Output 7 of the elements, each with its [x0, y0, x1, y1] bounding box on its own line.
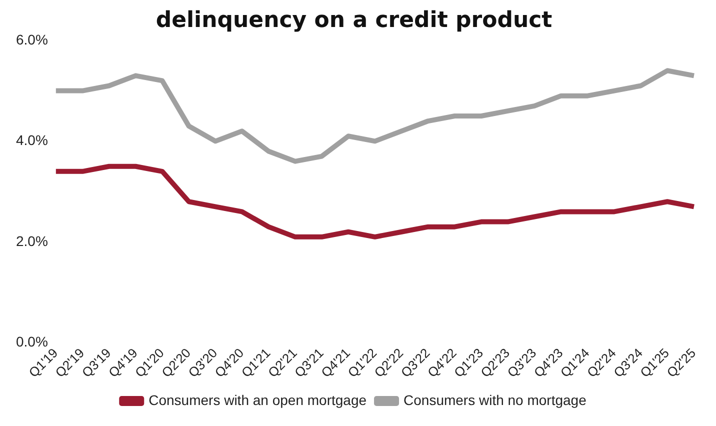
- y-tick-label: 6.0%: [16, 31, 48, 48]
- y-tick-label: 2.0%: [16, 232, 48, 249]
- legend-label: Consumers with no mortgage: [404, 392, 587, 408]
- chart-title: delinquency on a credit product: [156, 8, 553, 33]
- y-tick-label: 0.0%: [16, 334, 48, 350]
- legend-label: Consumers with an open mortgage: [148, 392, 367, 408]
- y-tick-label: 4.0%: [16, 132, 48, 148]
